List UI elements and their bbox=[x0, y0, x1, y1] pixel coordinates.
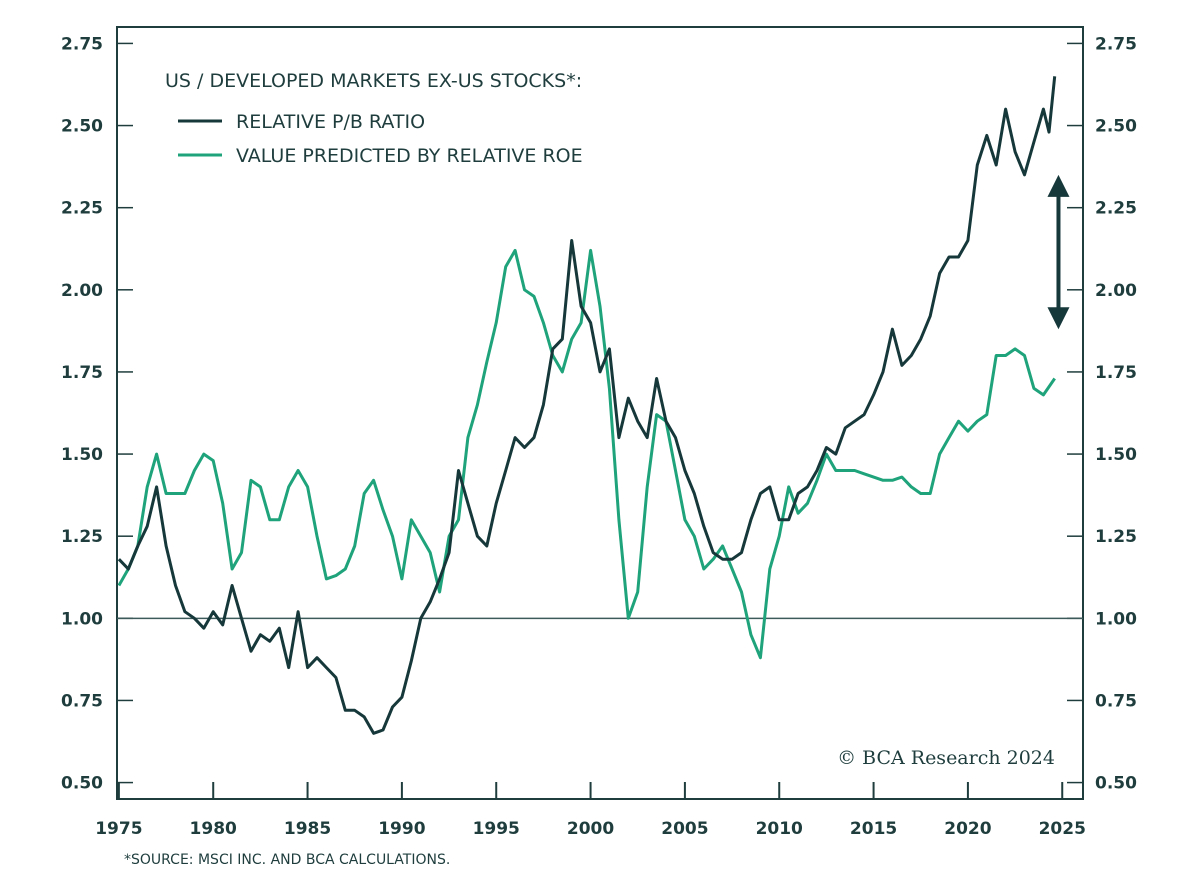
y-tick-label-left: 0.50 bbox=[61, 774, 103, 794]
y-tick-label-left: 2.50 bbox=[61, 117, 103, 137]
copyright-watermark: © BCA Research 2024 bbox=[837, 747, 1055, 769]
series-lines bbox=[117, 76, 1070, 735]
y-tick-label-right: 2.00 bbox=[1095, 281, 1137, 301]
y-tick-label-left: 2.75 bbox=[61, 34, 103, 54]
arrow-up-icon bbox=[1047, 174, 1070, 197]
x-tick-label: 2005 bbox=[661, 819, 708, 839]
y-tick-label-right: 2.75 bbox=[1095, 34, 1137, 54]
y-tick-label-left: 1.50 bbox=[61, 445, 103, 465]
y-tick-label-right: 0.50 bbox=[1095, 774, 1137, 794]
x-tick-label: 1980 bbox=[190, 819, 237, 839]
x-tick-label: 2025 bbox=[1039, 819, 1086, 839]
chart-title: US / DEVELOPED MARKETS EX-US STOCKS*: bbox=[165, 70, 582, 92]
y-tick-label-left: 0.75 bbox=[61, 691, 103, 711]
axes: 0.50 0.50 0.75 0.75 1.00 1.00 1.25 1.25 1.50 1.50… bbox=[61, 26, 1137, 839]
series-line-pb bbox=[117, 76, 1057, 735]
y-tick-label-right: 1.75 bbox=[1095, 363, 1137, 383]
y-tick-label-left: 1.00 bbox=[61, 609, 103, 629]
legend-label-pb: RELATIVE P/B RATIO bbox=[236, 111, 425, 133]
plot-frame bbox=[116, 26, 1084, 800]
y-tick-label-left: 2.25 bbox=[61, 199, 103, 219]
x-tick-label: 1990 bbox=[378, 819, 425, 839]
y-tick-label-right: 2.25 bbox=[1095, 199, 1137, 219]
legend-label-roe: VALUE PREDICTED BY RELATIVE ROE bbox=[236, 145, 583, 167]
x-tick-label: 1975 bbox=[95, 819, 142, 839]
y-tick-label-right: 2.50 bbox=[1095, 117, 1137, 137]
y-tick-label-right: 1.50 bbox=[1095, 445, 1137, 465]
x-tick-label: 2000 bbox=[567, 819, 614, 839]
x-tick-label: 2015 bbox=[850, 819, 897, 839]
x-tick-label: 1995 bbox=[473, 819, 520, 839]
x-tick-label: 1985 bbox=[284, 819, 331, 839]
y-tick-label-left: 2.00 bbox=[61, 281, 103, 301]
series-line-roe bbox=[117, 248, 1056, 660]
source-note: *SOURCE: MSCI INC. AND BCA CALCULATIONS. bbox=[124, 852, 450, 868]
y-tick-label-right: 1.00 bbox=[1095, 609, 1137, 629]
legend: US / DEVELOPED MARKETS EX-US STOCKS*: RE… bbox=[165, 70, 583, 167]
y-tick-label-left: 1.75 bbox=[61, 363, 103, 383]
y-tick-label-right: 1.25 bbox=[1095, 527, 1137, 547]
x-tick-label: 2010 bbox=[756, 819, 803, 839]
arrow-down-icon bbox=[1047, 307, 1070, 330]
y-tick-label-left: 1.25 bbox=[61, 527, 103, 547]
x-tick-label: 2020 bbox=[944, 819, 991, 839]
y-tick-label-right: 0.75 bbox=[1095, 691, 1137, 711]
